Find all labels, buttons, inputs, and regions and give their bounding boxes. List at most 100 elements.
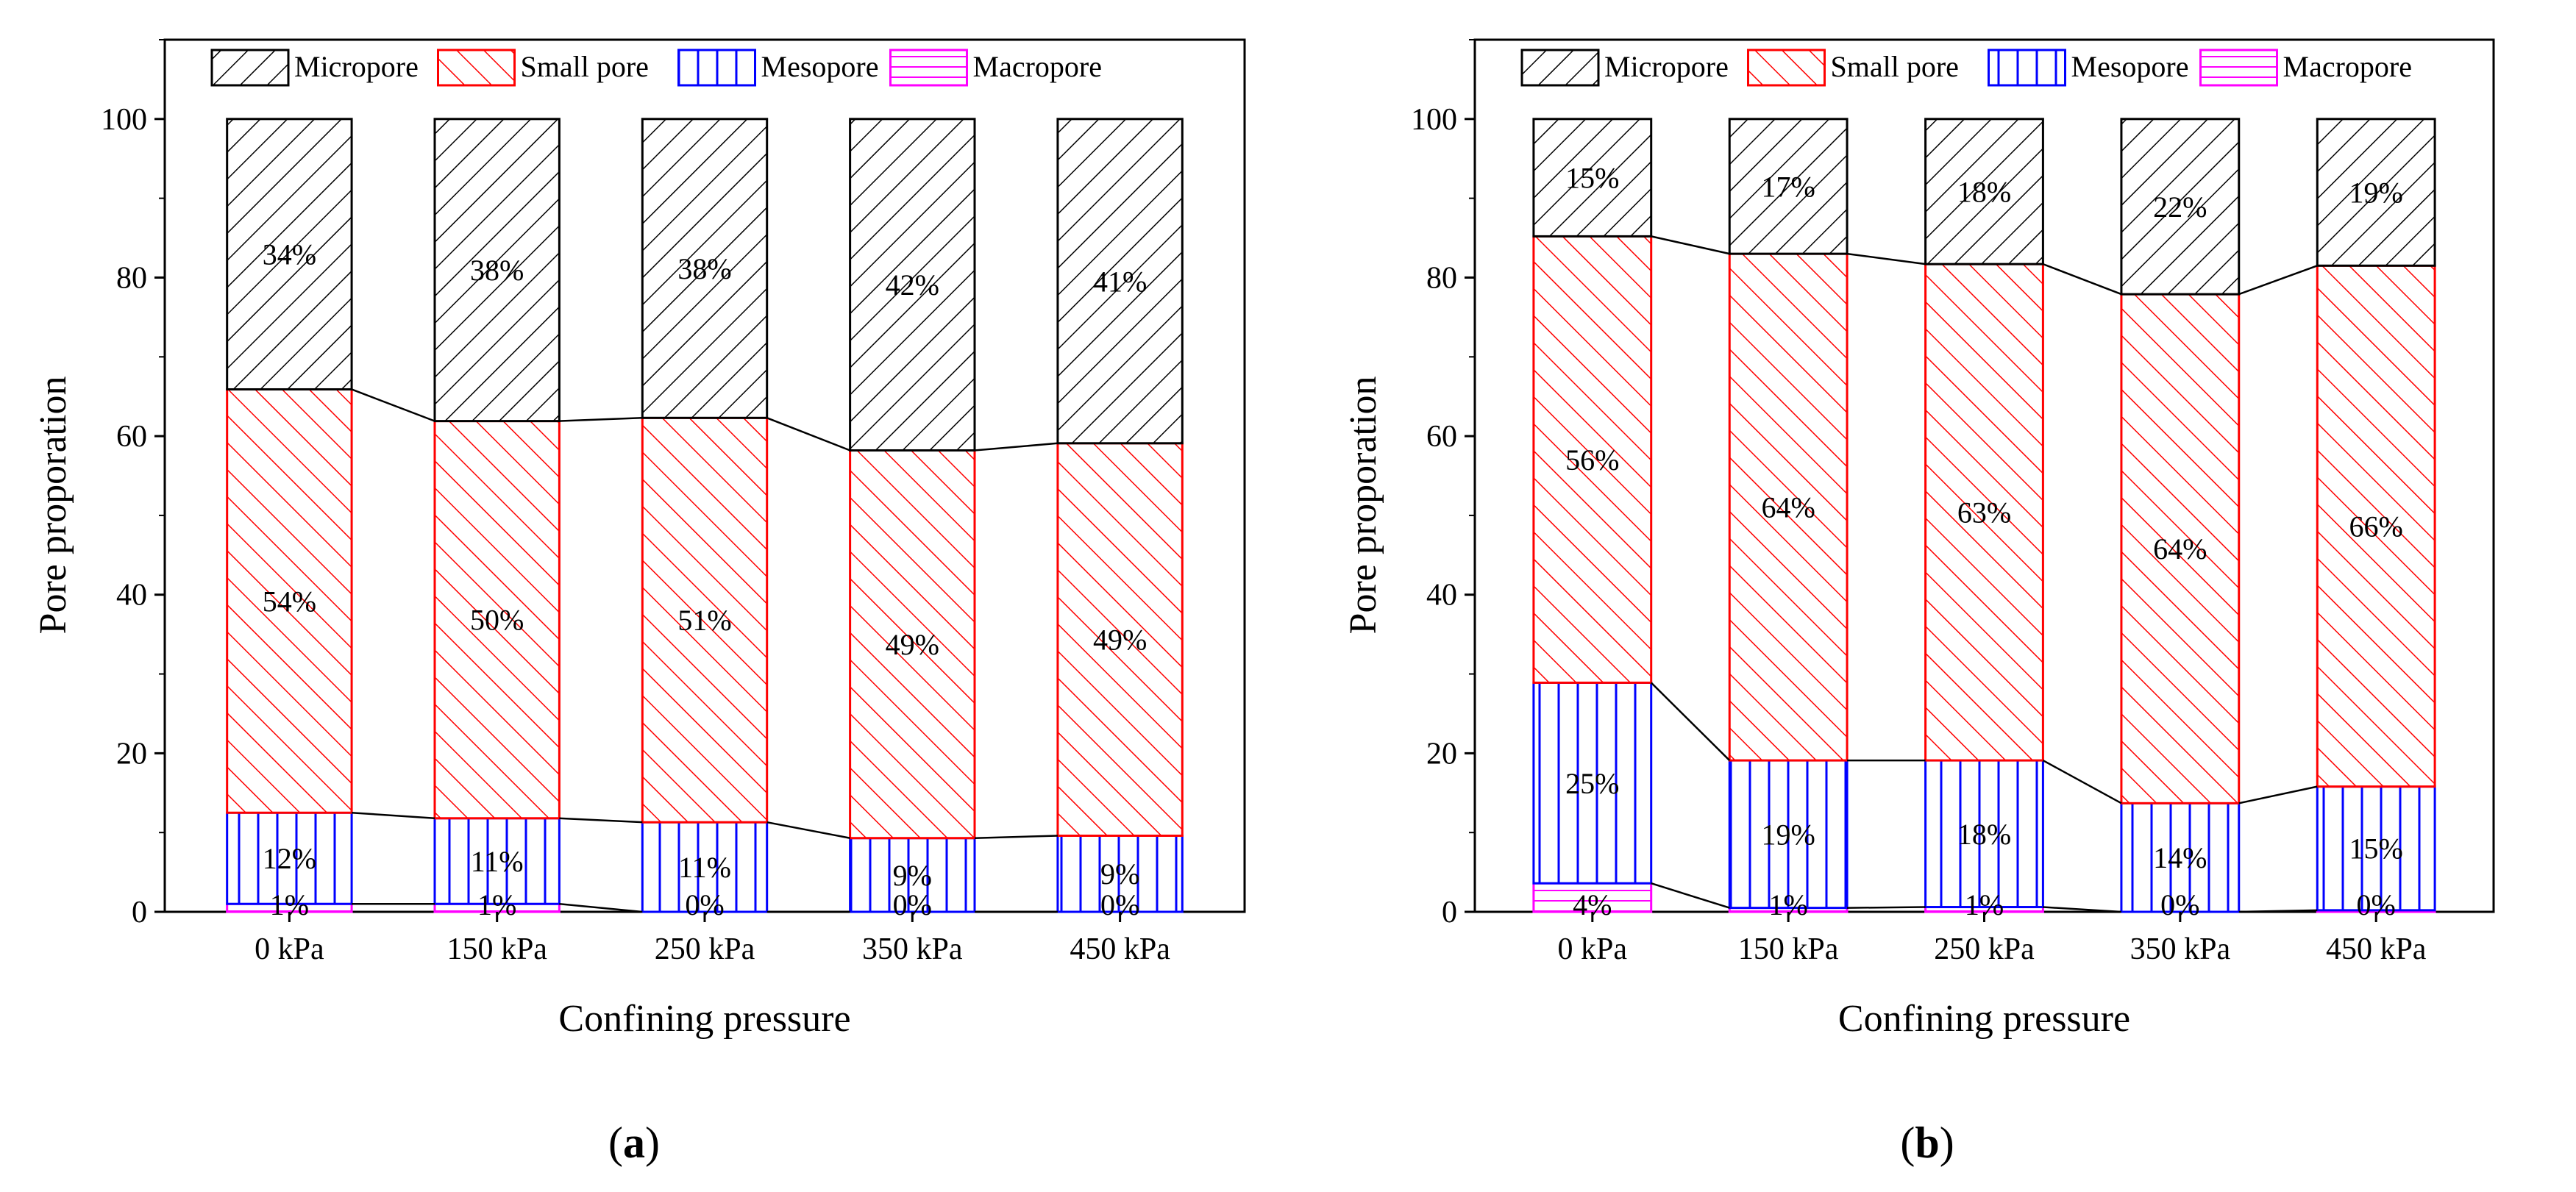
legend-label-micropore: Micropore: [1604, 50, 1729, 83]
bar-small-pore-3: [849, 449, 976, 840]
stack-connector-line: [1651, 882, 1730, 909]
stack-connector-line: [559, 902, 643, 913]
stack-connector-line: [1651, 235, 1730, 255]
label-mesopore-2: 11%: [678, 851, 731, 884]
label-micropore-1: 17%: [1761, 170, 1815, 203]
panel-label: (b): [1900, 1118, 1954, 1167]
y-tick-label: 0: [1442, 896, 1457, 929]
x-tick-label: 450 kPa: [2326, 932, 2427, 966]
label-macropore-1: 1%: [477, 888, 516, 921]
bar-mesopore-4: [2316, 785, 2436, 912]
stack-connector-line: [2238, 785, 2318, 804]
label-small-pore-1: 50%: [470, 604, 524, 637]
bar-mesopore-0: [1532, 681, 1653, 885]
label-macropore-4: 0%: [2357, 888, 2396, 921]
bar-small-pore-4: [2316, 264, 2436, 788]
label-micropore-0: 34%: [263, 238, 316, 271]
label-mesopore-1: 11%: [471, 845, 524, 878]
bar-micropore-3: [849, 118, 976, 452]
bar-small-pore-2: [641, 416, 769, 824]
legend-label-small-pore: Small pore: [1831, 50, 1959, 83]
label-macropore-0: 4%: [1573, 888, 1612, 921]
bar-micropore-4: [2316, 118, 2436, 267]
legend-label-mesopore: Mesopore: [2071, 50, 2189, 83]
legend-swatch-macropore: [889, 49, 968, 87]
legend-swatch-micropore: [210, 49, 290, 87]
bar-mesopore-1: [1728, 759, 1849, 910]
y-tick-label: 100: [1411, 103, 1457, 137]
bar-small-pore-2: [1924, 263, 2044, 762]
bar-macropore-0: [1532, 882, 1653, 913]
y-axis-title: Pore proporation: [32, 376, 74, 635]
x-axis-title: Confining pressure: [1838, 998, 2130, 1040]
x-tick-label: 350 kPa: [2130, 932, 2231, 966]
label-small-pore-2: 63%: [1957, 496, 2011, 529]
stack-connector-line: [351, 388, 435, 422]
label-mesopore-4: 9%: [1100, 857, 1139, 891]
stack-connector-line: [974, 835, 1058, 839]
x-tick-label: 250 kPa: [1934, 932, 2035, 966]
bar-micropore-4: [1056, 118, 1184, 445]
label-mesopore-2: 18%: [1957, 818, 2011, 851]
stack-connector-line: [2042, 759, 2122, 804]
stack-connector-line: [2238, 265, 2318, 296]
label-mesopore-3: 14%: [2153, 841, 2207, 874]
label-mesopore-1: 19%: [1761, 818, 1815, 851]
stack-connector-line: [766, 417, 851, 452]
stack-connector-line: [1846, 252, 1926, 265]
label-micropore-3: 42%: [886, 268, 939, 301]
bar-mesopore-0: [226, 811, 353, 905]
stack-connector-line: [2043, 906, 2122, 913]
label-micropore-3: 22%: [2153, 190, 2207, 224]
label-small-pore-3: 49%: [886, 628, 939, 661]
bar-small-pore-4: [1056, 442, 1184, 837]
x-tick-label: 0 kPa: [255, 932, 324, 966]
x-tick-label: 0 kPa: [1558, 932, 1628, 966]
legend-swatch-micropore: [1520, 49, 1600, 87]
legend-swatch-mesopore: [1988, 49, 2066, 87]
label-micropore-2: 38%: [677, 252, 731, 285]
label-mesopore-4: 15%: [2349, 832, 2403, 866]
legend-label-macropore: Macropore: [2283, 50, 2412, 83]
y-tick-label: 100: [101, 103, 147, 137]
x-axis-title: Confining pressure: [558, 998, 850, 1040]
label-macropore-4: 0%: [1100, 888, 1139, 921]
y-tick-label: 60: [1426, 420, 1457, 454]
legend-label-micropore: Micropore: [294, 50, 419, 83]
label-mesopore-3: 9%: [893, 859, 932, 892]
label-macropore-3: 0%: [893, 888, 932, 921]
bar-small-pore-0: [226, 388, 353, 814]
x-tick-label: 450 kPa: [1070, 932, 1170, 966]
label-micropore-0: 15%: [1565, 162, 1619, 195]
x-tick-label: 150 kPa: [446, 932, 547, 966]
label-small-pore-1: 64%: [1761, 491, 1815, 524]
legend-label-mesopore: Mesopore: [761, 50, 879, 83]
y-tick-label: 20: [1426, 737, 1457, 771]
bar-micropore-0: [226, 118, 353, 390]
bar-mesopore-2: [641, 821, 769, 913]
legend-label-small-pore: Small pore: [521, 50, 649, 83]
label-macropore-2: 0%: [685, 888, 724, 921]
label-small-pore-2: 51%: [677, 604, 731, 637]
y-tick-label: 0: [132, 896, 147, 929]
label-micropore-4: 19%: [2349, 176, 2403, 210]
label-mesopore-0: 12%: [263, 842, 316, 875]
bar-mesopore-3: [849, 837, 976, 913]
legend-swatch-mesopore: [677, 49, 756, 87]
chart-panel-b: 0 20 40 60 80 100 0 kPa 150 kPa 250 kPa 350 kPa 45…: [1342, 38, 2495, 1167]
stack-connector-line: [351, 811, 435, 820]
x-tick-label: 250 kPa: [655, 932, 755, 966]
label-small-pore-4: 49%: [1093, 624, 1147, 657]
label-macropore-2: 1%: [1965, 888, 2004, 921]
stack-connector-line: [2042, 263, 2122, 296]
stack-connector-line: [559, 817, 643, 824]
label-small-pore-0: 56%: [1565, 443, 1619, 477]
y-tick-label: 40: [116, 579, 147, 613]
stack-connector-line: [2238, 909, 2318, 913]
label-small-pore-0: 54%: [263, 585, 316, 618]
bar-small-pore-0: [1532, 235, 1653, 684]
y-tick-label: 60: [116, 420, 147, 454]
panel-letter: b: [1915, 1118, 1939, 1167]
x-tick-label: 150 kPa: [1738, 932, 1839, 966]
